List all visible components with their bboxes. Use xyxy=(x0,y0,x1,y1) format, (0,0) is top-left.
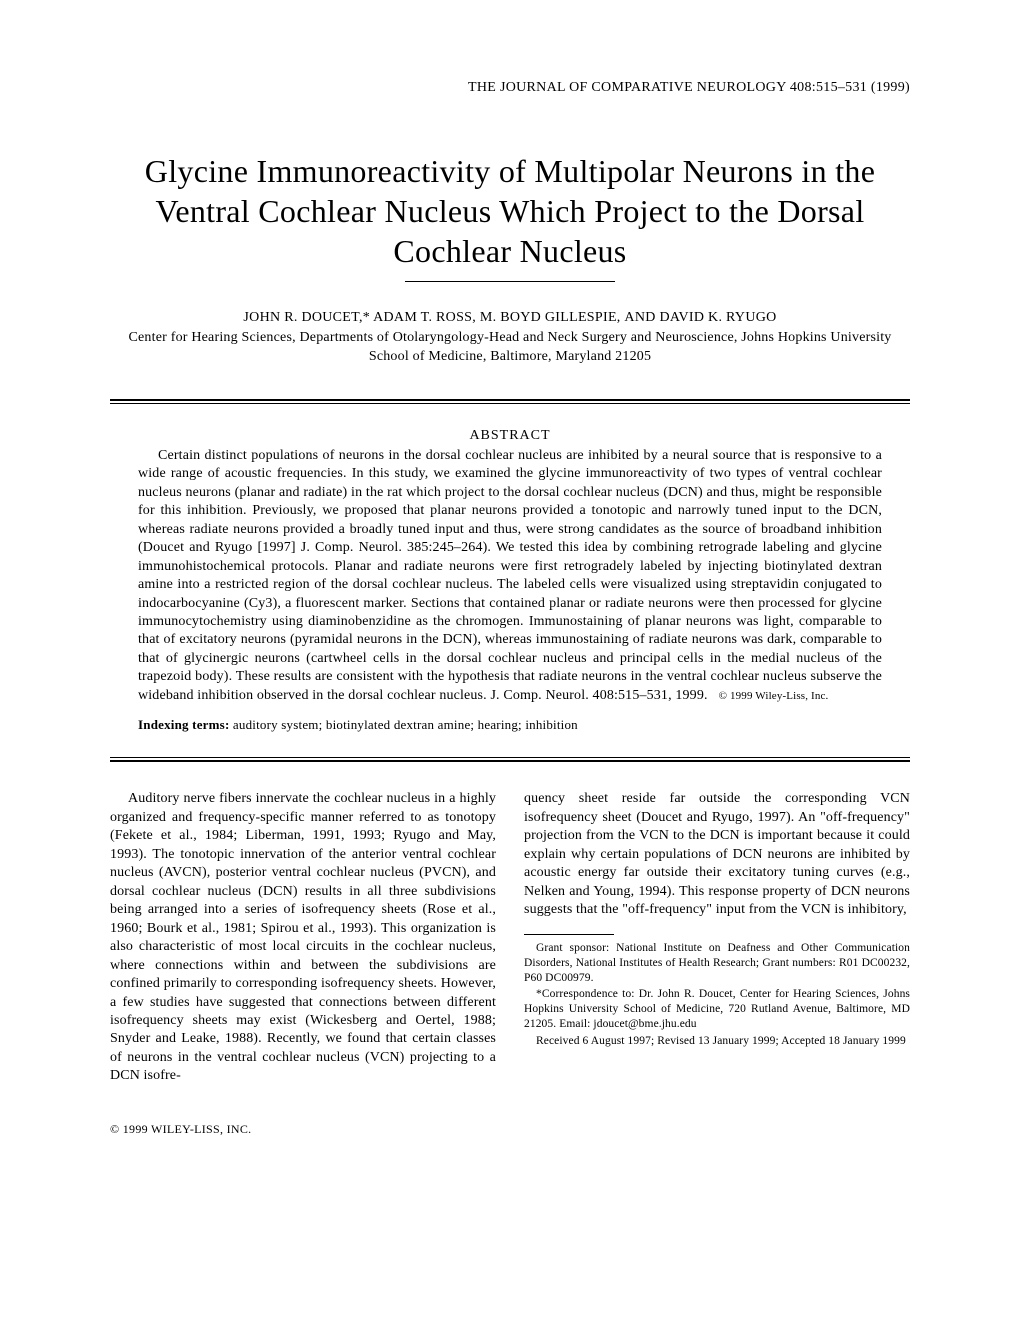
abstract: ABSTRACT Certain distinct populations of… xyxy=(138,428,882,706)
article-title: Glycine Immunoreactivity of Multipolar N… xyxy=(140,151,880,271)
abstract-body: Certain distinct populations of neurons … xyxy=(138,447,882,706)
authors-main: JOHN R. DOUCET,* ADAM T. ROSS, M. BOYD G… xyxy=(243,310,620,325)
rule-above-abstract-thick xyxy=(110,399,910,401)
authors-last: DAVID K. RYUGO xyxy=(656,310,777,325)
footnote-dates: Received 6 August 1997; Revised 13 Janua… xyxy=(524,1034,910,1049)
column-right: quency sheet reside far outside the corr… xyxy=(524,790,910,1086)
body-para-2: quency sheet reside far outside the corr… xyxy=(524,790,910,919)
page-copyright: © 1999 WILEY-LISS, INC. xyxy=(110,1122,910,1137)
body-para-1: Auditory nerve fibers innervate the coch… xyxy=(110,790,496,1086)
rule-below-abstract-thin xyxy=(110,757,910,758)
authors-and: AND xyxy=(624,310,655,325)
footnotes: Grant sponsor: National Institute on Dea… xyxy=(524,941,910,1050)
footnote-correspondence: *Correspondence to: Dr. John R. Doucet, … xyxy=(524,987,910,1032)
authors: JOHN R. DOUCET,* ADAM T. ROSS, M. BOYD G… xyxy=(110,310,910,326)
body-columns: Auditory nerve fibers innervate the coch… xyxy=(110,790,910,1086)
rule-below-abstract-thick xyxy=(110,760,910,762)
indexing-terms: Indexing terms: auditory system; biotiny… xyxy=(138,717,882,733)
footnote-grant: Grant sponsor: National Institute on Dea… xyxy=(524,941,910,986)
footnote-rule xyxy=(524,934,614,935)
title-rule xyxy=(405,281,615,282)
indexing-label: Indexing terms: xyxy=(138,717,229,732)
rule-above-abstract-thin xyxy=(110,403,910,404)
abstract-heading: ABSTRACT xyxy=(138,428,882,444)
indexing-values: auditory system; biotinylated dextran am… xyxy=(229,717,577,732)
running-head: THE JOURNAL OF COMPARATIVE NEUROLOGY 408… xyxy=(110,80,910,96)
affiliation: Center for Hearing Sciences, Departments… xyxy=(110,329,910,367)
column-left: Auditory nerve fibers innervate the coch… xyxy=(110,790,496,1086)
abstract-text: Certain distinct populations of neurons … xyxy=(138,448,882,703)
abstract-copyright: © 1999 Wiley-Liss, Inc. xyxy=(719,690,829,702)
